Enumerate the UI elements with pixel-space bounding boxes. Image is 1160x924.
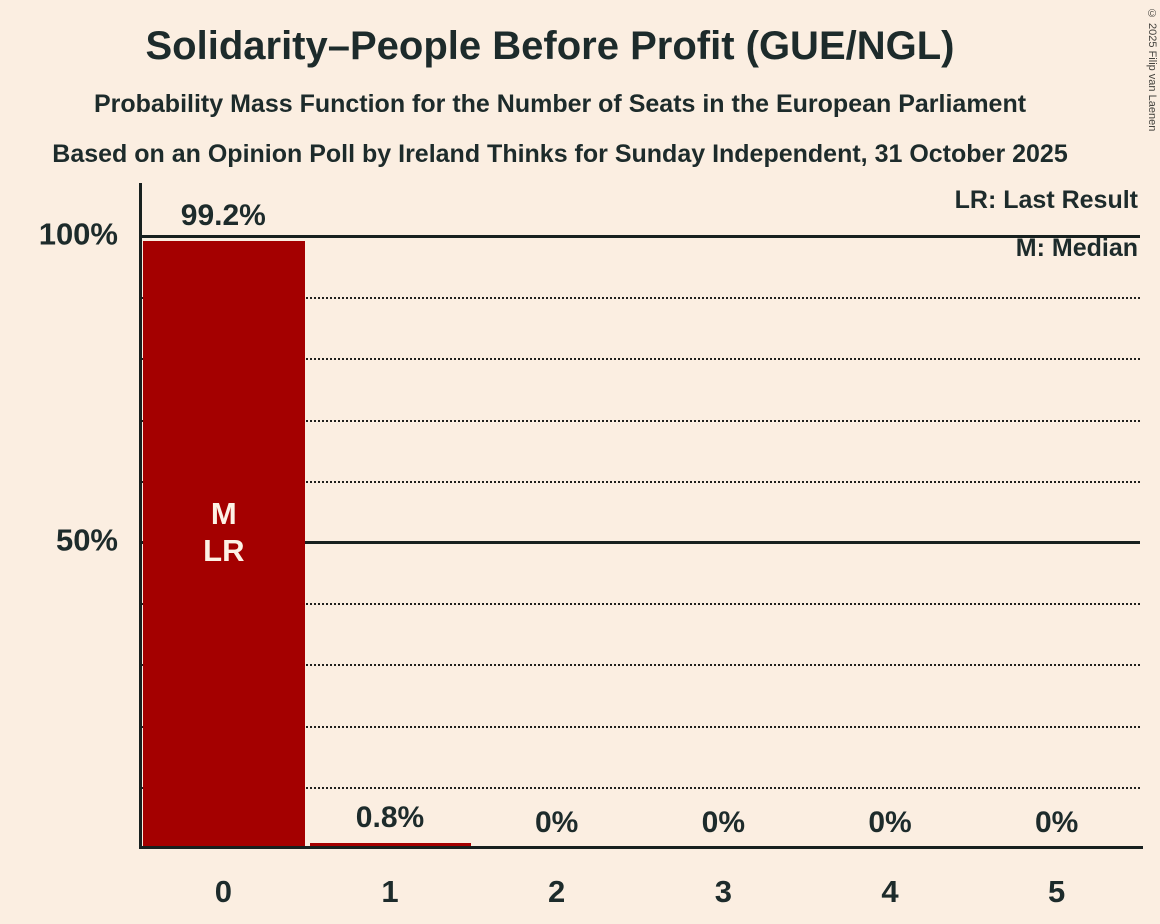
bar-seats-0: M LR xyxy=(143,240,305,848)
gridline-100pct xyxy=(141,234,1140,238)
x-tick-label-1: 1 xyxy=(381,874,399,909)
x-tick-label-3: 3 xyxy=(714,874,732,909)
x-axis-line xyxy=(139,846,1143,849)
annotation-m: M xyxy=(210,496,237,532)
bar-seats-1 xyxy=(309,843,472,848)
x-tick-label-4: 4 xyxy=(881,874,899,909)
y-tick-label-100: 100% xyxy=(38,216,118,252)
gridline-40pct xyxy=(141,603,1140,606)
bar-value-label-seats-5: 0% xyxy=(1034,806,1079,839)
gridline-10pct xyxy=(141,786,1140,789)
bar-value-label-seats-0: 99.2% xyxy=(180,198,266,232)
chart-title: Solidarity–People Before Profit (GUE/NGL… xyxy=(145,24,955,68)
x-tick-label-2: 2 xyxy=(548,874,566,909)
chart-subtitle: Probability Mass Function for the Number… xyxy=(93,90,1027,118)
gridline-30pct xyxy=(141,664,1140,667)
bar-value-label-seats-1: 0.8% xyxy=(355,801,425,835)
y-tick-label-50: 50% xyxy=(55,522,118,558)
gridline-20pct xyxy=(141,725,1140,728)
legend-median: M: Median xyxy=(1015,234,1138,262)
gridline-70pct xyxy=(141,419,1140,422)
legend-last-result: LR: Last Result xyxy=(954,186,1138,214)
gridline-80pct xyxy=(141,358,1140,361)
x-tick-label-5: 5 xyxy=(1048,874,1066,909)
gridline-50pct xyxy=(141,540,1140,544)
gridline-90pct xyxy=(141,297,1140,300)
copyright-notice: © 2025 Filip van Laenen xyxy=(1146,8,1158,132)
bar-value-label-seats-3: 0% xyxy=(701,806,746,839)
chart-source-line: Based on an Opinion Poll by Ireland Thin… xyxy=(52,140,1068,168)
gridline-60pct xyxy=(141,480,1140,483)
bar-annotation: M LR xyxy=(143,495,305,569)
bar-value-label-seats-4: 0% xyxy=(868,806,912,839)
x-tick-label-0: 0 xyxy=(214,874,232,909)
annotation-lr: LR xyxy=(203,533,245,569)
y-axis-line xyxy=(139,183,142,848)
bar-value-label-seats-2: 0% xyxy=(534,806,579,839)
